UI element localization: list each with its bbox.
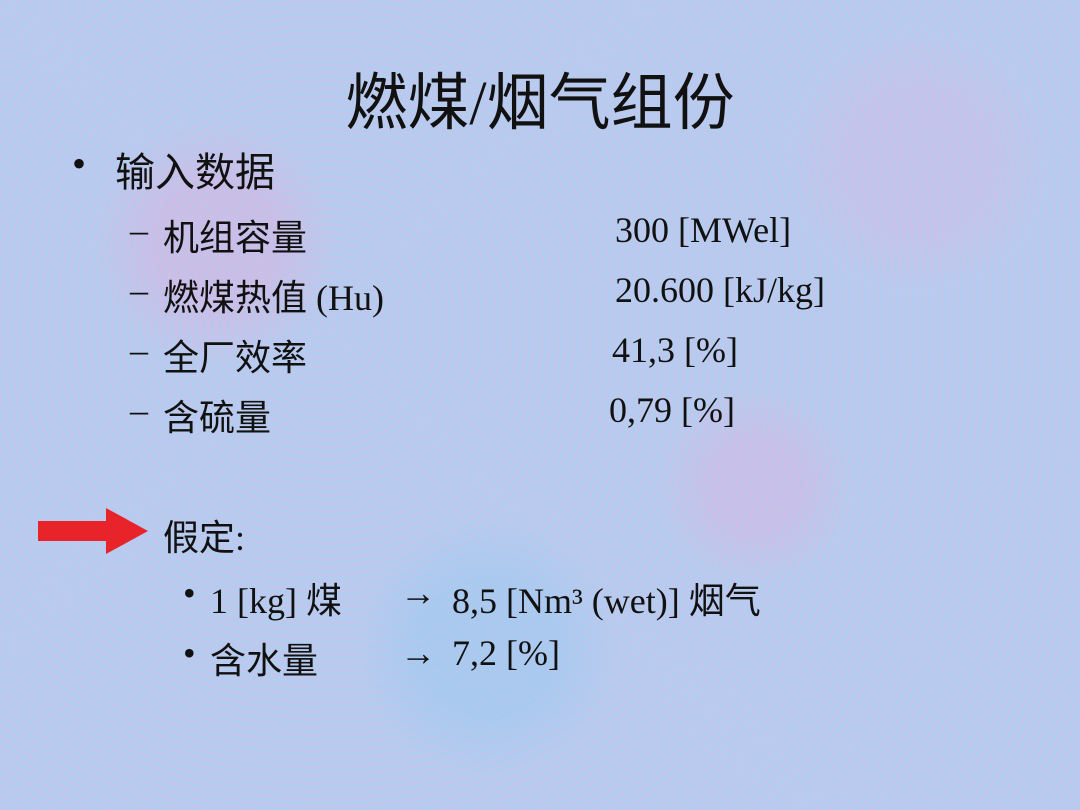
slide-title: 燃煤/烟气组份 [345, 70, 735, 138]
item-value: 300 [MWel] [615, 210, 792, 250]
section-heading-input-data: 输入数据 [115, 150, 275, 195]
item-value: 41,3 [%] [612, 330, 738, 370]
assumption-value: 8,5 [Nm³ (wet)] 烟气 [452, 581, 761, 621]
assumption-label: 含水量 [210, 641, 319, 681]
bullet-marker: • [183, 633, 196, 673]
arrow-glyph: → [400, 573, 436, 613]
red-arrow-icon [38, 508, 148, 554]
dash-marker: – [130, 270, 148, 310]
item-label: 全厂效率 [163, 338, 308, 378]
item-label: 燃煤热值 (Hu) [163, 278, 384, 318]
dash-marker: – [130, 330, 148, 370]
item-value: 20.600 [kJ/kg] [615, 270, 825, 310]
bullet-marker: • [72, 141, 87, 186]
bullet-marker: • [183, 573, 196, 613]
item-label: 含硫量 [163, 398, 272, 438]
item-value: 0,79 [%] [609, 390, 735, 430]
arrow-glyph: → [400, 633, 436, 673]
assumption-label: 1 [kg] 煤 [210, 581, 342, 621]
assumption-heading: 假定: [163, 518, 246, 558]
dash-marker: – [130, 390, 148, 430]
dash-marker: – [130, 210, 148, 250]
assumption-value: 7,2 [%] [452, 633, 560, 673]
item-label: 机组容量 [163, 218, 308, 258]
